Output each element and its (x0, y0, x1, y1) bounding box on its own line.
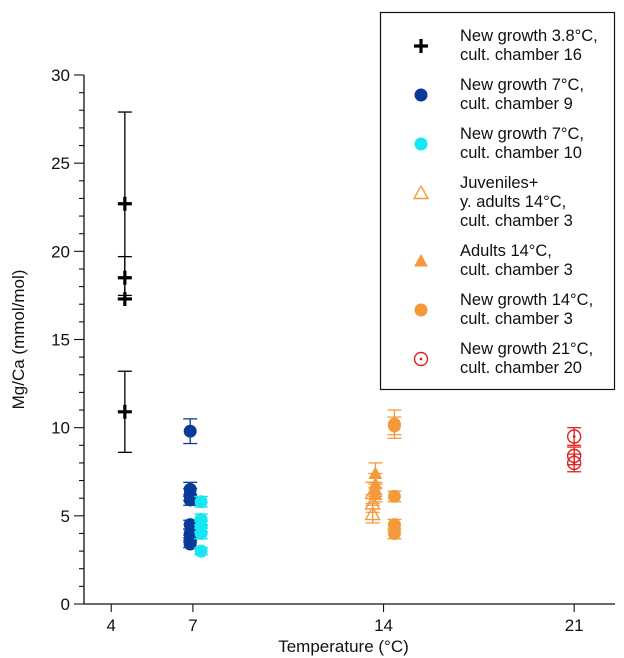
legend-marker-4 (414, 254, 428, 267)
legend-entry-3: Juveniles+ y. adults 14°C, cult. chamber 3 (412, 174, 573, 230)
data-point-6-2-center (572, 461, 576, 465)
data-point-1-3 (183, 493, 197, 507)
legend-label-line: cult. chamber 3 (460, 212, 573, 230)
axes: 0 5 10 15 20 25 30 4 7 14 21 Temperature (°C) Mg/Ca … (9, 66, 615, 656)
legend-label-0: New growth 3.8°C, cult. chamber 16 (460, 27, 598, 64)
legend-label-line: y. adults 14°C, (460, 193, 566, 211)
legend-marker-1 (414, 88, 428, 102)
legend-marker-0 (414, 39, 428, 53)
legend-label-line: cult. chamber 10 (460, 144, 582, 162)
legend-label-line: cult. chamber 9 (460, 95, 573, 113)
data-point-3-2 (364, 505, 381, 521)
y-tick-label: 20 (51, 242, 70, 261)
legend-label-6: New growth 21°C, cult. chamber 20 (460, 340, 593, 377)
x-tick-label: 4 (106, 616, 115, 635)
y-axis-title: Mg/Ca (mmol/mol) (9, 270, 28, 410)
series-4 (368, 462, 383, 503)
y-tick-label: 5 (61, 507, 70, 526)
legend-label-3: Juveniles+ y. adults 14°C, cult. chamber 3 (460, 174, 573, 230)
legend-label-line: New growth 3.8°C, (460, 27, 598, 45)
y-tick-label: 15 (51, 331, 70, 350)
data-point-0-2 (117, 291, 132, 306)
legend-label-line: New growth 7°C, (460, 76, 584, 94)
legend-label-line: cult. chamber 20 (460, 359, 582, 377)
legend-entry-6: New growth 21°C, cult. chamber 20 (413, 340, 593, 377)
legend-box (379, 11, 616, 391)
legend-label-4: Adults 14°C, cult. chamber 3 (460, 242, 573, 279)
legend-label-line: New growth 14°C, (460, 291, 593, 309)
data-point-0-3 (117, 404, 132, 419)
legend-label-5: New growth 14°C, cult. chamber 3 (460, 291, 593, 328)
data-point-1-7 (183, 537, 197, 551)
x-tick-label: 14 (374, 616, 393, 635)
legend-marker-2 (414, 137, 428, 151)
series-5 (387, 409, 402, 540)
y-tick-label: 10 (51, 419, 70, 438)
x-tick-label: 21 (565, 616, 584, 635)
data-point-4-0 (368, 466, 383, 480)
legend-entry-2: New growth 7°C, cult. chamber 10 (414, 125, 584, 162)
y-tick-label: 0 (61, 595, 70, 614)
legend-entry-1: New growth 7°C, cult. chamber 9 (414, 76, 584, 113)
data-point-6-2 (566, 455, 582, 471)
chart-marks (117, 111, 582, 558)
data-point-2-4 (194, 544, 208, 558)
data-point-6-0 (566, 429, 582, 444)
legend-label-line: New growth 7°C, (460, 125, 584, 143)
data-point-5-1 (387, 419, 401, 433)
data-point-2-3 (194, 526, 208, 540)
data-point-0-0 (117, 196, 132, 211)
legend-label-1: New growth 7°C, cult. chamber 9 (460, 76, 584, 113)
x-tick-label: 7 (188, 616, 197, 635)
x-axis-title: Temperature (°C) (278, 637, 409, 656)
data-point-6-0-center (572, 435, 576, 438)
legend-marker-5 (414, 303, 428, 317)
series-1 (183, 418, 198, 551)
data-point-2-0 (194, 495, 208, 509)
data-point-1-0 (183, 424, 197, 438)
y-tick-label: 30 (51, 66, 70, 85)
legend-entry-4: Adults 14°C, cult. chamber 3 (414, 242, 573, 279)
legend-entry-5: New growth 14°C, cult. chamber 3 (414, 291, 593, 328)
y-tick-label: 25 (51, 154, 70, 173)
legend-marker-6-center (419, 357, 423, 361)
legend-marker-3 (412, 184, 430, 200)
legend-label-line: Juveniles+ (460, 174, 538, 192)
legend-label-line: cult. chamber 3 (460, 261, 573, 279)
data-point-4-3 (368, 487, 383, 501)
legend-label-line: cult. chamber 16 (460, 46, 582, 64)
legend-label-line: Adults 14°C, (460, 242, 552, 260)
legend-marker-6 (413, 351, 429, 367)
data-point-5-4 (387, 526, 401, 540)
series-6 (566, 427, 582, 473)
legend-label-2: New growth 7°C, cult. chamber 10 (460, 125, 584, 162)
series-2 (194, 495, 209, 558)
data-point-0-1 (117, 270, 132, 285)
legend-label-line: New growth 21°C, (460, 340, 593, 358)
legend-label-line: cult. chamber 3 (460, 310, 573, 328)
legend-entry-0: New growth 3.8°C, cult. chamber 16 (414, 27, 598, 64)
data-point-5-2 (387, 489, 401, 503)
series-0 (117, 111, 132, 454)
